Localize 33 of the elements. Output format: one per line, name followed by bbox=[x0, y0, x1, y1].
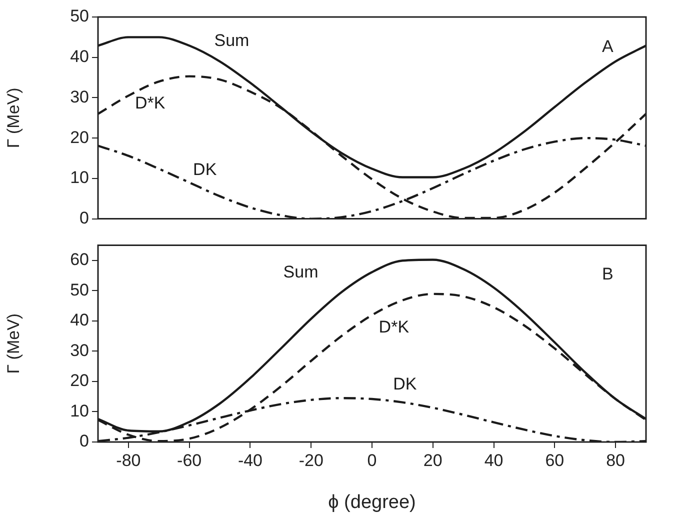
y-tick-label: 0 bbox=[80, 208, 89, 228]
x-axis-title: ϕ (degree) bbox=[328, 492, 416, 513]
x-tick-label: -40 bbox=[238, 450, 263, 470]
y-tick-label: 20 bbox=[70, 371, 89, 390]
y-tick-label: 30 bbox=[70, 87, 89, 106]
series-label: Sum bbox=[283, 262, 318, 282]
x-tick-label: 20 bbox=[423, 450, 442, 470]
y-tick-label: 40 bbox=[70, 310, 89, 330]
x-tick-label: 60 bbox=[545, 450, 564, 470]
x-tick-label: -80 bbox=[116, 450, 141, 470]
annotation: A bbox=[602, 36, 614, 56]
series-label: D*K bbox=[378, 318, 410, 337]
annotation: B bbox=[602, 264, 614, 284]
x-tick-label: -60 bbox=[177, 450, 202, 470]
y-tick-label: 40 bbox=[70, 47, 89, 66]
series-label: D*K bbox=[134, 93, 166, 112]
y-tick-label: 30 bbox=[70, 340, 89, 360]
x-tick-label: 80 bbox=[606, 450, 626, 470]
series-label: Sum bbox=[214, 30, 250, 50]
x-tick-label: 0 bbox=[367, 450, 377, 470]
y-tick-label: 0 bbox=[80, 432, 89, 451]
y-tick-label: 20 bbox=[70, 128, 89, 147]
y-axis-title: Γ (MeV) bbox=[4, 88, 23, 148]
y-tick-label: 50 bbox=[70, 6, 89, 26]
y-tick-label: 60 bbox=[70, 250, 89, 270]
x-tick-label: -20 bbox=[298, 450, 324, 470]
series-label: DK bbox=[193, 160, 218, 180]
y-tick-label: 50 bbox=[70, 280, 89, 300]
y-tick-label: 10 bbox=[70, 401, 89, 420]
series-label: DK bbox=[393, 374, 418, 394]
y-axis-title: Γ (MeV) bbox=[4, 313, 23, 374]
y-tick-label: 10 bbox=[70, 168, 89, 188]
x-tick-label: 40 bbox=[484, 450, 504, 470]
